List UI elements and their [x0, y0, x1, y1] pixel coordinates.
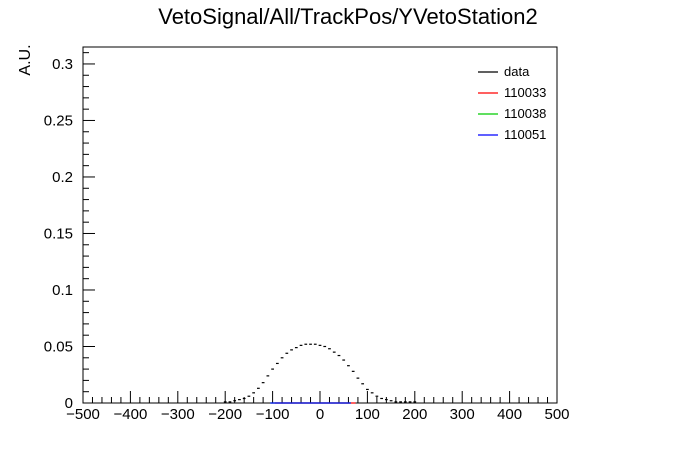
y-tick-label: 0.2 — [52, 169, 73, 186]
x-tick-label: 300 — [450, 406, 475, 423]
y-tick-label: 0.3 — [52, 56, 73, 73]
x-tick-label: −100 — [256, 406, 290, 423]
legend-label: 110033 — [504, 85, 546, 100]
series-layer — [223, 343, 417, 404]
x-axis-ticks: −500 −400 −300 −200 −100 0 100 200 300 400 500 — [66, 391, 570, 423]
y-tick-label: 0.05 — [44, 338, 73, 355]
legend-label: data — [504, 64, 530, 79]
series-data — [223, 343, 417, 403]
x-tick-label: −200 — [208, 406, 242, 423]
x-tick-label: 400 — [497, 406, 522, 423]
x-tick-label: 0 — [316, 406, 324, 423]
x-tick-label: 500 — [544, 406, 569, 423]
y-tick-label: 0.1 — [52, 282, 73, 299]
x-tick-label: 200 — [402, 406, 427, 423]
y-axis-ticks: 0 0.05 0.1 0.15 0.2 0.25 0.3 — [44, 52, 95, 412]
y-axis-label: A.U. — [17, 44, 34, 75]
x-tick-label: 100 — [355, 406, 380, 423]
chart-title: VetoSignal/All/TrackPos/YVetoStation2 — [158, 4, 538, 29]
y-tick-label: 0.15 — [44, 225, 73, 242]
y-tick-label: 0.25 — [44, 112, 73, 129]
legend: data 110033 110038 110051 — [478, 64, 546, 142]
legend-label: 110051 — [504, 127, 546, 142]
y-tick-label: 0 — [65, 395, 73, 412]
x-tick-label: −500 — [66, 406, 100, 423]
x-tick-label: −300 — [161, 406, 195, 423]
x-tick-label: −400 — [114, 406, 148, 423]
legend-label: 110038 — [504, 106, 546, 121]
